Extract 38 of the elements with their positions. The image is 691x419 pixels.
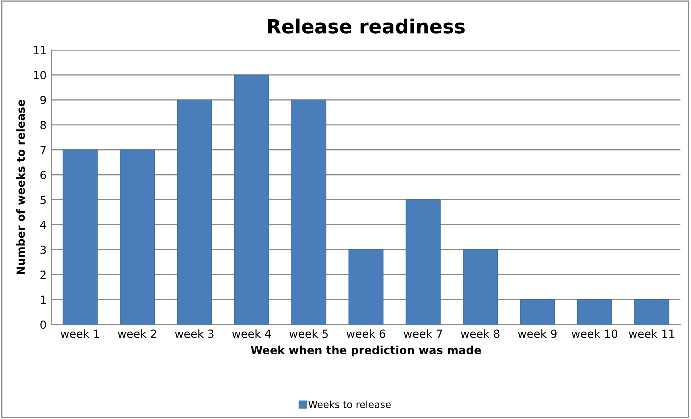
y-axis-title: Number of weeks to release xyxy=(16,100,26,274)
bar xyxy=(62,150,98,325)
y-tick-label: 4 xyxy=(40,221,46,230)
x-tick-label: week 1 xyxy=(60,330,100,338)
y-tick-label: 7 xyxy=(40,146,46,154)
x-tick-label: week 9 xyxy=(518,330,557,338)
y-tick-label: 2 xyxy=(40,270,46,280)
y-tick-label: 0 xyxy=(40,320,46,330)
x-tick-label: week 6 xyxy=(346,330,386,338)
chart-title: Release readiness xyxy=(268,18,465,34)
bar xyxy=(292,100,327,325)
bar xyxy=(577,299,612,325)
bar xyxy=(234,74,270,325)
x-axis-title: Week when the prediction was made xyxy=(251,346,482,357)
x-tick-label: week 8 xyxy=(461,330,500,338)
y-tick-label: 1 xyxy=(41,296,46,304)
bar xyxy=(463,250,498,325)
y-tick-label: 10 xyxy=(34,71,46,80)
y-tick-label: 3 xyxy=(40,246,46,254)
bar xyxy=(348,250,384,325)
x-tick-label: week 7 xyxy=(404,330,442,338)
y-tick-label: 6 xyxy=(40,171,46,180)
legend-label: Weeks to release xyxy=(308,400,391,408)
y-tick-label: 9 xyxy=(40,96,46,105)
y-tick-label: 5 xyxy=(40,196,46,204)
x-tick-label: week 10 xyxy=(572,330,618,338)
x-tick-label: week 11 xyxy=(629,330,674,338)
y-tick-label: 11 xyxy=(34,46,46,54)
bar xyxy=(634,299,670,325)
bar xyxy=(120,150,156,325)
x-tick-label: week 5 xyxy=(290,330,328,338)
bar xyxy=(406,200,441,325)
bar xyxy=(177,100,212,325)
y-tick-label: 8 xyxy=(40,121,46,130)
x-tick-label: week 2 xyxy=(118,330,156,338)
bar xyxy=(520,299,556,325)
x-tick-label: week 4 xyxy=(232,330,272,338)
x-tick-label: week 3 xyxy=(175,330,214,338)
